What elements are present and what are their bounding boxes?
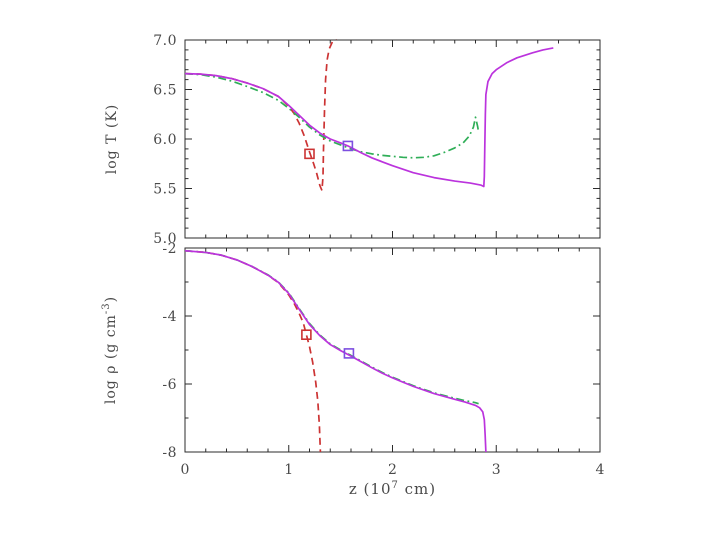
- x-axis-label-pre: z (10: [348, 480, 392, 498]
- y-tick-label: -8: [162, 445, 177, 461]
- y-tick-label: 5.0: [153, 231, 177, 247]
- x-axis-label-post: cm): [398, 480, 437, 498]
- x-tick-label: 0: [181, 462, 190, 478]
- series-green-dash-dot: [185, 72, 480, 159]
- marker-open-square: [343, 348, 355, 359]
- x-tick-label: 3: [492, 462, 501, 478]
- marker-open-square: [342, 140, 354, 152]
- marker-open-square: [304, 148, 315, 160]
- y-tick-label: -6: [162, 377, 177, 393]
- x-axis-label: z (107 cm): [185, 480, 600, 498]
- y-tick-label: 6.0: [153, 132, 177, 148]
- y-tick-label: 7.0: [153, 33, 177, 49]
- series-magenta-solid: [185, 47, 554, 188]
- axes-frame: [184, 39, 601, 239]
- y-tick-label: -2: [162, 241, 177, 257]
- series-red-dashed: [185, 249, 322, 452]
- x-tick-label: 2: [388, 462, 397, 478]
- series-magenta-solid: [185, 249, 487, 452]
- y-axis-label-temperature: log T (K): [104, 104, 120, 175]
- y-tick-label: 6.5: [153, 82, 177, 98]
- x-tick-label: 1: [284, 462, 293, 478]
- y-axis-label-density-pre: log ρ (g cm: [102, 314, 119, 405]
- y-axis-label-density: log ρ (g cm-3): [101, 296, 119, 404]
- series-green-dash-dot: [185, 249, 479, 405]
- marker-open-square: [301, 329, 312, 341]
- y-axis-label-temperature-text: log T (K): [104, 103, 120, 175]
- y-axis-label-density-sup: -3: [101, 302, 113, 315]
- x-tick-label: 4: [596, 462, 605, 478]
- axes-frame: [184, 247, 601, 453]
- y-tick-label: 5.5: [153, 181, 177, 197]
- series-red-dashed: [185, 39, 337, 192]
- y-axis-label-density-post: ): [102, 295, 119, 303]
- x-axis-label-sup: 7: [391, 480, 399, 491]
- y-tick-label: -4: [162, 309, 177, 325]
